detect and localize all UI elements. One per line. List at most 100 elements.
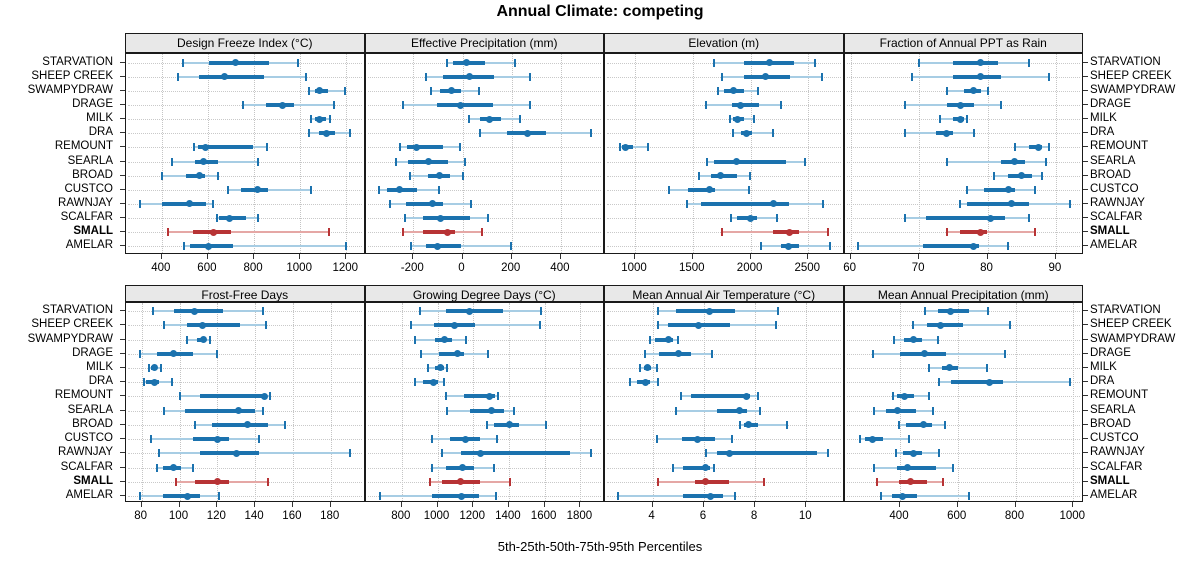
x-gridline	[161, 54, 163, 253]
median-dot	[943, 129, 950, 137]
whisker-cap	[138, 492, 141, 500]
site-label-right: DRAGE	[1090, 98, 1131, 111]
median-dot	[970, 87, 978, 95]
site-label-right: SWAMPYDRAW	[1090, 83, 1176, 96]
whisker-cap	[170, 378, 173, 387]
y-tick-mark	[120, 245, 125, 247]
x-gridline	[508, 303, 510, 501]
y-tick-mark	[1083, 61, 1088, 63]
median-dot	[1035, 143, 1043, 151]
percentile-bar-25-75	[984, 187, 1015, 192]
percentile-bar-25-75	[694, 479, 730, 484]
site-label-left: RAWNJAY	[58, 196, 113, 209]
panel-plot-area	[604, 302, 844, 502]
whisker-cap	[760, 242, 762, 251]
x-tick-label: 400	[889, 510, 909, 522]
whisker-cap	[858, 435, 861, 444]
median-dot	[220, 73, 228, 81]
percentile-bar-25-75	[925, 216, 1005, 220]
x-gridline	[544, 303, 546, 501]
whisker-cap	[821, 72, 824, 81]
median-dot	[191, 307, 199, 315]
whisker-cap	[265, 143, 268, 152]
percentile-bar-25-75	[423, 216, 470, 220]
whisker-cap	[138, 199, 141, 208]
site-label-left: SWAMPYDRAW	[27, 83, 113, 96]
row-gridline	[846, 453, 1080, 455]
median-dot	[413, 143, 421, 151]
site-label-left: SHEEP CREEK	[31, 69, 113, 82]
whisker-cap	[938, 378, 940, 387]
row-gridline	[607, 119, 841, 121]
site-label-left: SHEEP CREEK	[31, 318, 113, 331]
x-tick-mark	[754, 502, 756, 507]
x-tick-mark	[436, 502, 438, 507]
whisker-cap	[1034, 228, 1037, 237]
x-tick-label: 140	[244, 510, 264, 522]
whisker-cap	[424, 72, 427, 81]
y-tick-mark	[1083, 438, 1088, 440]
percentile-bar-25-75	[688, 187, 715, 192]
y-tick-mark	[120, 352, 125, 354]
median-dot	[196, 172, 204, 180]
x-tick-mark	[510, 254, 512, 259]
x-gridline	[462, 54, 464, 253]
x-tick-label: -200	[400, 262, 424, 274]
site-label-right: RAWNJAY	[1090, 196, 1145, 209]
median-dot	[279, 101, 287, 109]
site-label-left: AMELAR	[65, 239, 113, 252]
site-label-right: AMELAR	[1090, 239, 1138, 252]
y-tick-mark	[120, 438, 125, 440]
panel-strip-title: Mean Annual Air Temperature (°C)	[604, 285, 844, 302]
median-dot	[903, 464, 911, 471]
percentile-bar-25-75	[211, 422, 269, 427]
y-tick-mark	[1083, 245, 1088, 247]
x-tick-label: 80	[980, 262, 993, 274]
whisker-cap	[226, 185, 229, 194]
whisker-cap	[880, 492, 883, 500]
y-tick-mark	[1083, 409, 1088, 411]
whisker-cap	[142, 378, 145, 387]
percentile-bar-25-75	[436, 103, 494, 108]
median-dot	[770, 200, 778, 208]
row-gridline	[128, 353, 362, 355]
x-gridline	[207, 54, 209, 253]
x-gridline	[580, 303, 582, 501]
whisker-cap	[487, 349, 490, 358]
median-dot	[435, 172, 443, 180]
median-dot	[899, 492, 907, 500]
x-tick-label: 160	[282, 510, 302, 522]
whisker-cap	[348, 449, 351, 458]
x-tick-label: 1000	[1059, 510, 1086, 522]
whisker-cap	[174, 477, 177, 486]
median-dot	[705, 186, 713, 194]
percentile-bar-25-75	[493, 422, 519, 427]
whisker-cap	[966, 115, 968, 124]
whisker-cap	[261, 406, 264, 415]
whisker-cap	[257, 435, 260, 444]
y-tick-mark	[1083, 338, 1088, 340]
y-tick-mark	[1083, 174, 1088, 176]
whisker-cap	[379, 492, 382, 500]
whisker-cap	[429, 477, 432, 486]
whisker-cap	[647, 143, 650, 152]
panel-strip-title: Design Freeze Index (°C)	[125, 33, 365, 53]
whisker-cap	[150, 435, 153, 444]
site-label-right: STARVATION	[1090, 55, 1161, 68]
percentile-range-5-95	[620, 146, 649, 149]
median-dot	[424, 158, 432, 165]
whisker-cap	[328, 228, 330, 237]
whisker-cap	[891, 392, 894, 401]
percentile-bar-25-75	[194, 479, 229, 484]
whisker-cap	[431, 463, 434, 472]
y-tick-mark	[120, 174, 125, 176]
site-label-right: SEARLA	[1090, 403, 1136, 416]
median-dot	[733, 158, 741, 165]
whisker-cap	[438, 185, 441, 194]
percentile-bar-25-75	[185, 408, 256, 413]
percentile-bar-25-75	[173, 309, 223, 313]
whisker-cap	[907, 435, 910, 444]
whisker-cap	[655, 435, 658, 444]
y-tick-mark	[120, 381, 125, 383]
median-dot	[664, 336, 672, 343]
